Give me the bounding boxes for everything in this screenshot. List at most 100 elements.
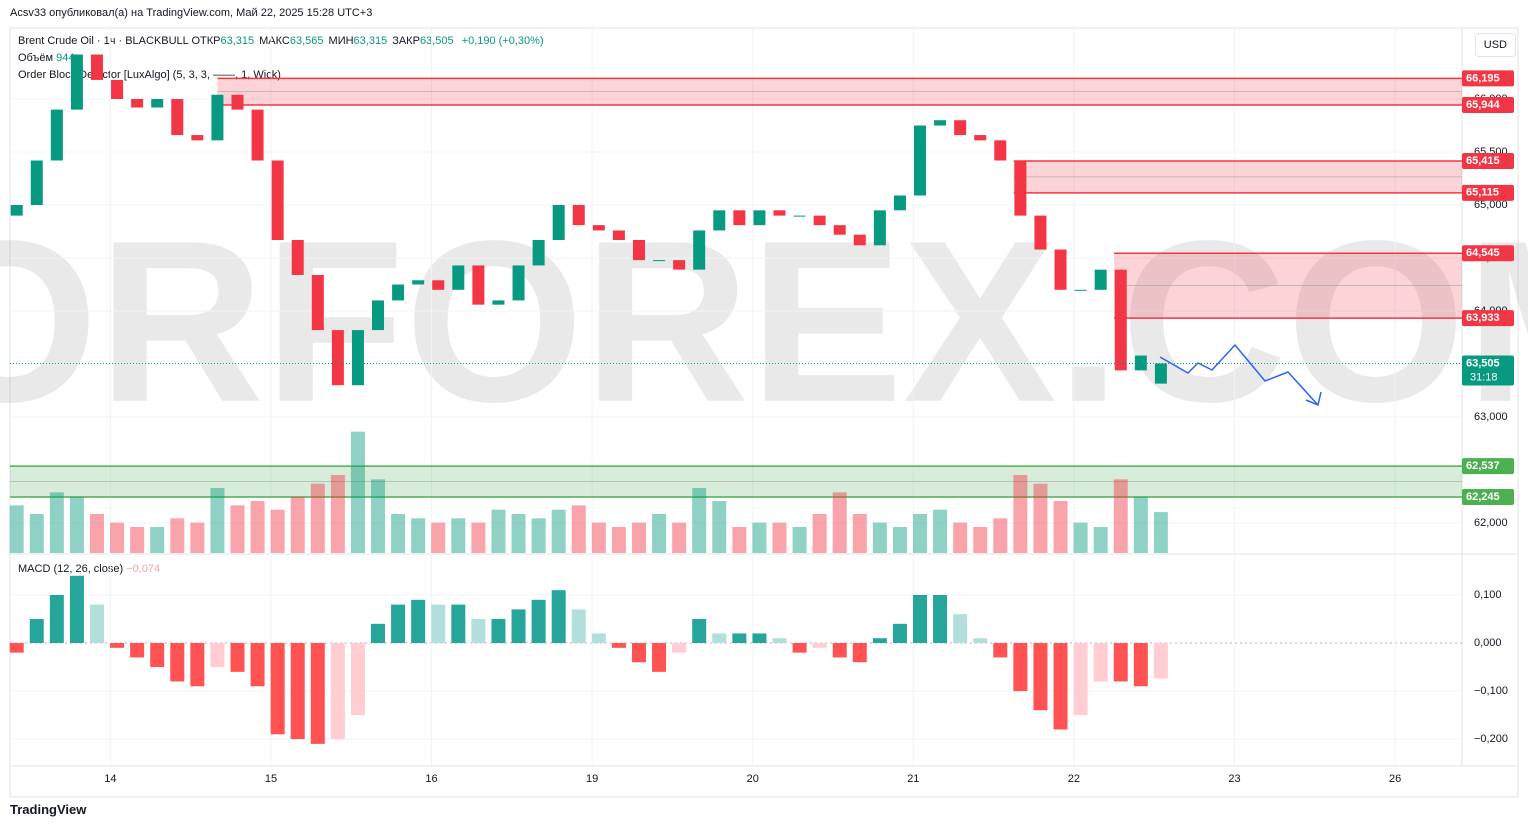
macd-bar — [1053, 643, 1068, 730]
last-price-label: 63,505 — [1466, 357, 1500, 369]
macd-bar — [491, 619, 506, 644]
candle — [994, 140, 1007, 161]
x-tick-label: 26 — [1389, 773, 1401, 785]
watermark: TORFOREX.COM — [0, 193, 1528, 450]
candle — [673, 260, 686, 270]
volume-bar — [1113, 479, 1128, 553]
volume-bar — [892, 527, 907, 553]
macd-bar — [471, 619, 486, 644]
price-label: 64,545 — [1466, 247, 1500, 259]
candle — [271, 160, 284, 240]
volume-bar — [130, 527, 145, 553]
macd-bar — [1153, 643, 1168, 679]
countdown: 31:18 — [1470, 371, 1498, 383]
macd-bar — [210, 643, 225, 668]
volume-bar — [170, 518, 185, 553]
macd-bar — [1093, 643, 1108, 682]
candle — [632, 239, 645, 261]
volume-bar — [350, 431, 365, 553]
candle — [893, 195, 906, 211]
macd-tick-label: 0,000 — [1474, 637, 1502, 649]
x-tick-label: 19 — [586, 773, 598, 785]
candle — [1134, 355, 1147, 371]
volume-bar — [250, 501, 265, 553]
candle — [974, 135, 987, 141]
macd-bar — [451, 604, 466, 644]
volume-bar — [491, 509, 506, 553]
candle — [1094, 269, 1107, 290]
y-tick-label: 66,000 — [1474, 93, 1508, 105]
volume-bar — [29, 514, 44, 553]
volume-bar — [110, 522, 125, 553]
candle — [50, 109, 63, 161]
volume-bar — [812, 514, 827, 553]
volume-bar — [511, 514, 526, 553]
volume-bar — [1133, 496, 1148, 553]
volume-bar — [89, 514, 104, 553]
macd-tick-label: −0,100 — [1474, 685, 1508, 697]
candle — [251, 109, 264, 161]
macd-bar — [631, 643, 646, 663]
candle — [331, 330, 344, 386]
candle — [432, 280, 445, 290]
macd-bar — [852, 643, 867, 663]
currency-button[interactable]: USD — [1474, 33, 1516, 57]
macd-bar — [1033, 643, 1048, 711]
price-label: 62,537 — [1466, 460, 1500, 472]
ohlc-label: ЗАКР — [392, 35, 420, 47]
candle — [472, 265, 485, 305]
volume-label: Объём — [18, 52, 54, 64]
frame — [9, 27, 1519, 798]
y-tick-label: 63,000 — [1474, 411, 1508, 423]
macd-bar — [290, 643, 305, 740]
macd-bar — [973, 638, 988, 644]
candle — [773, 210, 786, 216]
ohlc-label: ОТКР — [191, 35, 221, 47]
volume-bar — [531, 518, 546, 553]
last-price-box — [1462, 355, 1514, 386]
volume-bar — [692, 488, 707, 553]
volume-bar — [672, 522, 687, 553]
macd-bar — [89, 604, 104, 644]
volume-bar — [732, 527, 747, 553]
candle — [693, 230, 706, 270]
volume-bar — [872, 522, 887, 553]
price-label-box — [1462, 96, 1514, 113]
macd-value: −0,074 — [126, 563, 161, 575]
price-label-box — [1462, 458, 1514, 475]
macd-bar — [130, 643, 145, 658]
macd-bar — [190, 643, 205, 687]
volume-bar — [471, 522, 486, 553]
candle — [713, 210, 726, 231]
price-label: 62,245 — [1466, 491, 1500, 503]
volume-bar — [792, 527, 807, 553]
candle — [1054, 249, 1067, 290]
x-tick-label: 16 — [425, 773, 437, 785]
macd-bar — [832, 643, 847, 658]
macd-bar — [953, 614, 968, 644]
volume-bar — [310, 483, 325, 553]
candle — [231, 94, 244, 110]
candle — [954, 120, 967, 136]
candle — [934, 120, 947, 126]
volume-bar — [551, 509, 566, 553]
candle — [914, 125, 927, 196]
macd-bar — [551, 590, 566, 644]
macd-bar — [270, 643, 285, 735]
macd-bar — [250, 643, 265, 687]
volume-bar — [772, 522, 787, 553]
macd-bar — [29, 619, 44, 644]
price-label: 66,195 — [1466, 72, 1500, 84]
candle — [653, 260, 666, 262]
macd-bar — [792, 643, 807, 653]
macd-bar — [652, 643, 667, 672]
symbol-legend: Brent Crude Oil · 1ч · BLACKBULL ОТКР63,… — [18, 35, 544, 47]
volume-bar — [451, 518, 466, 553]
macd-bar — [1073, 643, 1088, 716]
ohlc-value: 63,315 — [220, 35, 255, 47]
volume-legend: Объём 944 — [18, 52, 74, 64]
candle — [1154, 363, 1167, 384]
y-tick-label: 65,000 — [1474, 199, 1508, 211]
candle — [833, 225, 846, 235]
